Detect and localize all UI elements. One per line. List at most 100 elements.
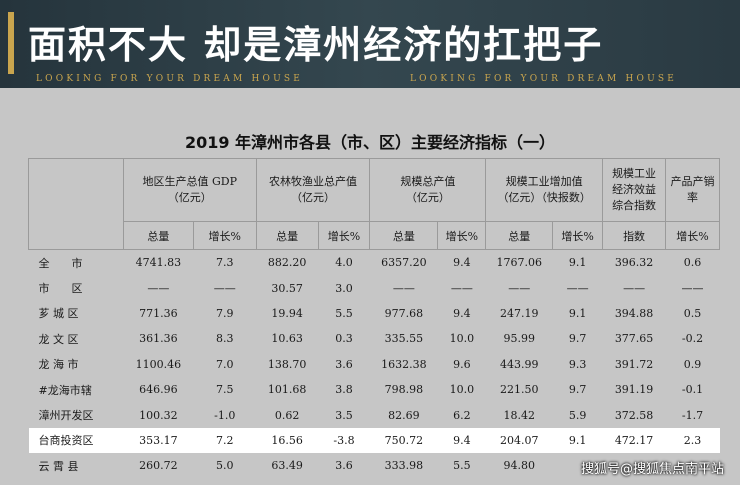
cell: 221.50 (499, 383, 539, 397)
cell: 396.32 (614, 256, 654, 270)
cell: 472.17 (602, 427, 666, 454)
cell: 5.5 (335, 306, 353, 320)
cell: -1.7 (681, 408, 704, 422)
subheader: 总量 (485, 221, 554, 250)
table-row: 龙 文 区 361.36 8.3 10.63 0.3 335.55 10.0 95.99 9.7… (29, 326, 720, 351)
cell: 94.80 (503, 459, 535, 473)
banner-subtitle: LOOKING FOR YOUR DREAM HOUSE (36, 74, 304, 84)
cell: 3.5 (335, 408, 353, 422)
row-label: 全 市 (38, 256, 83, 270)
column-header: 规模总产值 （亿元） (369, 158, 487, 222)
row-label: 芗 城 区 (38, 307, 79, 321)
cell: 138.70 (267, 357, 307, 371)
cell: 9.4 (453, 256, 471, 270)
cell: 247.19 (499, 306, 539, 320)
cell: 361.36 (139, 332, 178, 346)
column-header: 产品产销 率 (665, 158, 720, 222)
cell: 353.17 (123, 427, 194, 454)
cell: 16.56 (256, 427, 319, 454)
cell: 798.98 (384, 383, 424, 397)
cell: 7.3 (215, 256, 234, 270)
cell: 7.2 (193, 427, 257, 454)
cell: 204.07 (485, 427, 553, 454)
cell: 3.6 (335, 357, 353, 371)
banner: 面积不大 却是漳州经济的扛把子 LOOKING FOR YOUR DREAM H… (0, 0, 740, 88)
cell: 3.8 (335, 383, 353, 397)
cell: 372.58 (614, 408, 654, 422)
row-label: 漳州开发区 (38, 409, 94, 423)
cell: 5.9 (568, 408, 587, 422)
corner-cell (28, 158, 124, 250)
cell: 5.0 (215, 459, 234, 473)
subheader: 总量 (369, 221, 439, 250)
table-row: 台商投资区 353.17 7.2 16.56 -3.8 750.72 9.4 204.07 9.… (28, 427, 720, 454)
data-table: 地区生产总值 GDP （亿元） 农林牧渔业总产值 （亿元） 规模总产值 （亿元） 规模… (28, 158, 720, 479)
subheader: 增长% (552, 221, 604, 250)
cell: 1632.38 (381, 357, 427, 371)
cell: 9.6 (453, 357, 471, 371)
watermark: 搜狐号@搜狐焦点南平站 (580, 462, 724, 477)
cell: 882.20 (267, 256, 307, 270)
cell: 9.7 (568, 383, 587, 397)
banner-subtitle: LOOKING FOR YOUR DREAM HOUSE (410, 74, 678, 84)
cell: —— (213, 281, 236, 295)
subheader: 总量 (255, 221, 319, 250)
cell: —— (566, 281, 589, 295)
subheader: 总量 (122, 221, 194, 250)
cell: 750.72 (369, 427, 438, 454)
cell: -0.1 (681, 383, 704, 397)
cell: 9.1 (552, 427, 603, 454)
table-row: 市 区 —— —— 30.57 3.0 —— —— —— —— —— —— (29, 275, 720, 300)
cell: 335.55 (384, 332, 424, 346)
table-row: 全 市 4741.83 7.3 882.20 4.0 6357.20 9.4 1767.06 9… (29, 250, 720, 276)
cell: 3.0 (335, 281, 353, 295)
cell: 377.65 (614, 332, 654, 346)
cell: 391.19 (614, 383, 654, 397)
table-row: 龙 海 市 1100.46 7.0 138.70 3.6 1632.38 9.6 443.99… (29, 352, 720, 377)
cell: 4.0 (335, 256, 353, 270)
row-label: 云 霄 县 (38, 459, 79, 473)
cell: 260.72 (139, 459, 178, 473)
cell: 8.3 (215, 332, 234, 346)
subheader: 增长% (317, 221, 371, 250)
cell: 7.5 (215, 383, 234, 397)
cell: 2.3 (665, 427, 720, 454)
cell: 443.99 (499, 357, 539, 371)
column-header: 规模工业 经济效益 综合指数 (602, 158, 667, 222)
cell: 333.98 (384, 459, 424, 473)
table-row: #龙海市辖 646.96 7.5 101.68 3.8 798.98 10.0 221.50 9… (29, 377, 720, 402)
cell: 6357.20 (381, 256, 427, 270)
cell: 6.2 (453, 408, 471, 422)
cell: 10.63 (271, 332, 303, 346)
accent-bar (8, 12, 14, 74)
cell: 7.9 (215, 306, 234, 320)
cell: 1767.06 (496, 256, 542, 270)
row-label: 龙 海 市 (38, 358, 79, 372)
column-header: 规模工业增加值 （亿元）（快报数） (485, 158, 604, 222)
header-row: 地区生产总值 GDP （亿元） 农林牧渔业总产值 （亿元） 规模总产值 （亿元） 规模… (28, 158, 720, 250)
cell: —— (623, 281, 646, 295)
cell: 9.4 (453, 306, 471, 320)
cell: 391.72 (614, 357, 654, 371)
cell: 0.3 (335, 332, 353, 346)
cell: 100.32 (139, 408, 178, 422)
cell: —— (450, 281, 473, 295)
row-label: #龙海市辖 (38, 383, 92, 397)
subheader: 增长% (437, 221, 487, 250)
subheader: 增长% (665, 221, 720, 250)
cell: 9.3 (568, 357, 587, 371)
row-label: 台商投资区 (28, 427, 124, 454)
subheader-row: 总量 增长% 总量 增长% 总量 增长% 总量 增长% 指数 增长% (29, 221, 720, 250)
cell: 0.5 (683, 306, 702, 320)
cell: —— (392, 281, 415, 295)
cell: 9.1 (568, 306, 587, 320)
cell: 9.1 (568, 256, 587, 270)
table-row: 芗 城 区 771.36 7.9 19.94 5.5 977.68 9.4 247.19 9.1… (29, 301, 720, 326)
cell: 9.7 (568, 332, 587, 346)
table-row: 云 霄 县 260.72 5.0 63.49 3.6 333.98 5.5 94.80 (29, 453, 720, 478)
cell: 9.4 (437, 427, 486, 454)
cell: 95.99 (503, 332, 535, 346)
cell: -3.8 (318, 427, 370, 454)
row-label: 龙 文 区 (38, 332, 79, 346)
document-photo: 2019 年漳州市各县（市、区）主要经济指标（一） 地区生产总值 GDP （亿元… (0, 88, 740, 485)
